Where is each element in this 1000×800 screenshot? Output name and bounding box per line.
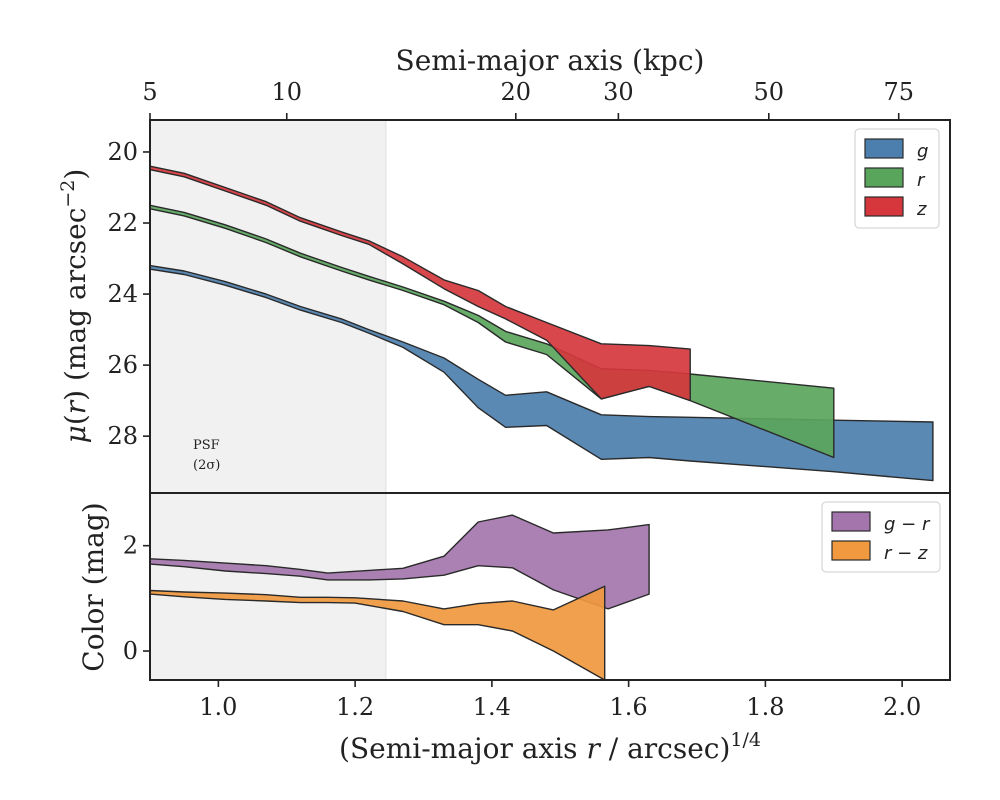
y-tick-label: 24 — [107, 280, 138, 308]
legend-label-r-minus-z: r − z — [884, 543, 928, 564]
axis-ticks: 1.0 1.2 1.4 1.6 1.8 2.0 5 10 20 30 50 75 20 22 24 26 28 0… — [107, 78, 921, 721]
psf-label-line2: (2σ) — [193, 458, 220, 473]
top-x-tick-label: 50 — [754, 78, 785, 106]
band-g-mu — [150, 264, 934, 482]
color-y-tick-label: 2 — [123, 532, 138, 560]
psf-shade-top — [150, 120, 386, 493]
surface-brightness-bands — [150, 165, 934, 482]
top-x-tick-label: 5 — [142, 78, 157, 106]
legend-swatch-g — [864, 138, 904, 159]
y-tick-label: 20 — [107, 138, 138, 166]
y-tick-label: 26 — [107, 351, 138, 379]
color-y-tick-label: 0 — [123, 637, 138, 665]
legend-label-g: g — [917, 141, 928, 162]
x-tick-label: 1.2 — [336, 693, 374, 721]
bottom-y-axis-title: Color (mag) — [77, 502, 110, 671]
top-x-tick-label: 10 — [271, 78, 302, 106]
x-tick-label: 1.8 — [746, 693, 784, 721]
top-axis-title: Semi-major axis (kpc) — [396, 44, 705, 77]
psf-label-line1: PSF — [193, 438, 220, 453]
band-r-mu — [150, 204, 835, 459]
legend-label-z: z — [916, 199, 927, 220]
legend-label-r: r — [917, 170, 926, 191]
top-x-tick-label: 30 — [603, 78, 634, 106]
x-tick-label: 2.0 — [883, 693, 921, 721]
band-z-mu — [150, 165, 691, 402]
bottom-axis-title: (Semi-major axis r / arcsec)1/4 — [339, 729, 761, 765]
y-tick-label: 22 — [107, 209, 138, 237]
psf-shade-bottom — [150, 493, 386, 680]
top-x-tick-label: 75 — [883, 78, 914, 106]
band-r-minus-z — [150, 585, 606, 680]
band-g-minus-r — [150, 514, 650, 610]
x-tick-label: 1.4 — [473, 693, 511, 721]
legend-bottom: g − r r − z — [821, 501, 941, 573]
bottom-panel-frame — [149, 492, 951, 681]
legend-label-g-minus-r: g − r — [884, 514, 931, 535]
legend-top: grz — [854, 128, 940, 229]
x-tick-label: 1.0 — [199, 693, 237, 721]
legend-swatch-r-minus-z — [831, 540, 871, 561]
legend-swatch-g-minus-r — [831, 511, 871, 532]
top-y-axis-title: μ(r) (mag arcsec−2) — [57, 169, 92, 444]
color-bands — [150, 514, 650, 680]
y-tick-label: 28 — [107, 422, 138, 450]
x-tick-label: 1.6 — [610, 693, 648, 721]
top-x-tick-label: 20 — [501, 78, 532, 106]
legend-swatch-r — [864, 167, 904, 188]
legend-swatch-z — [864, 196, 904, 217]
